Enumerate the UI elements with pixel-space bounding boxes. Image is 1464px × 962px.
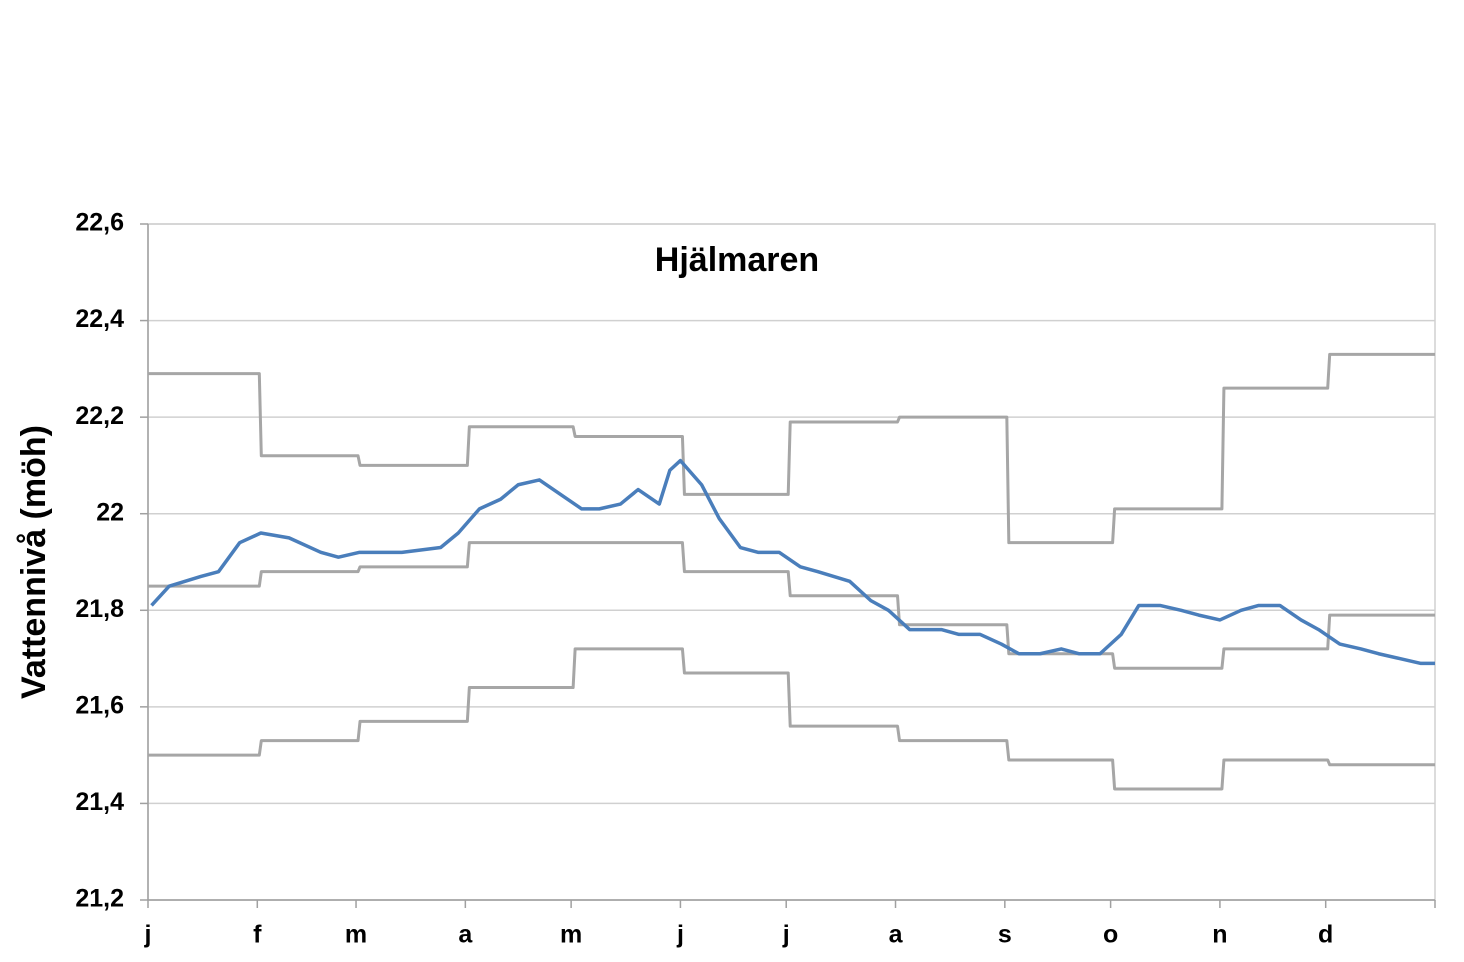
chart-title: Hjälmaren [655,241,819,279]
y-tick-label: 22,2 [75,402,124,430]
x-tick-label: j [782,921,790,949]
x-tick-label: a [458,921,473,949]
y-tick-label: 22 [96,498,124,526]
x-tick-label: f [253,921,262,949]
y-tick-label: 22,4 [75,305,124,333]
y-tick-label: 21,2 [75,885,124,913]
step-line [148,352,1435,545]
x-tick-label: j [144,921,152,949]
step-line [148,541,1435,670]
x-tick-label: m [345,921,367,949]
x-tick-label: m [560,921,582,949]
x-tick-label: o [1103,921,1118,949]
y-tick-label: 21,6 [75,691,124,719]
y-axis-label: Vattennivå (möh) [15,425,53,699]
level-line [150,458,1435,666]
x-tick-label: s [998,921,1012,949]
step-line [148,647,1435,791]
y-tick-label: 21,8 [75,595,124,623]
x-tick-label: a [889,921,904,949]
x-tick-label: j [676,921,684,949]
y-tick-label: 21,4 [75,788,124,816]
x-tick-label: d [1318,921,1333,949]
x-tick-label: n [1212,921,1227,949]
y-tick-label: 22,6 [75,209,124,237]
